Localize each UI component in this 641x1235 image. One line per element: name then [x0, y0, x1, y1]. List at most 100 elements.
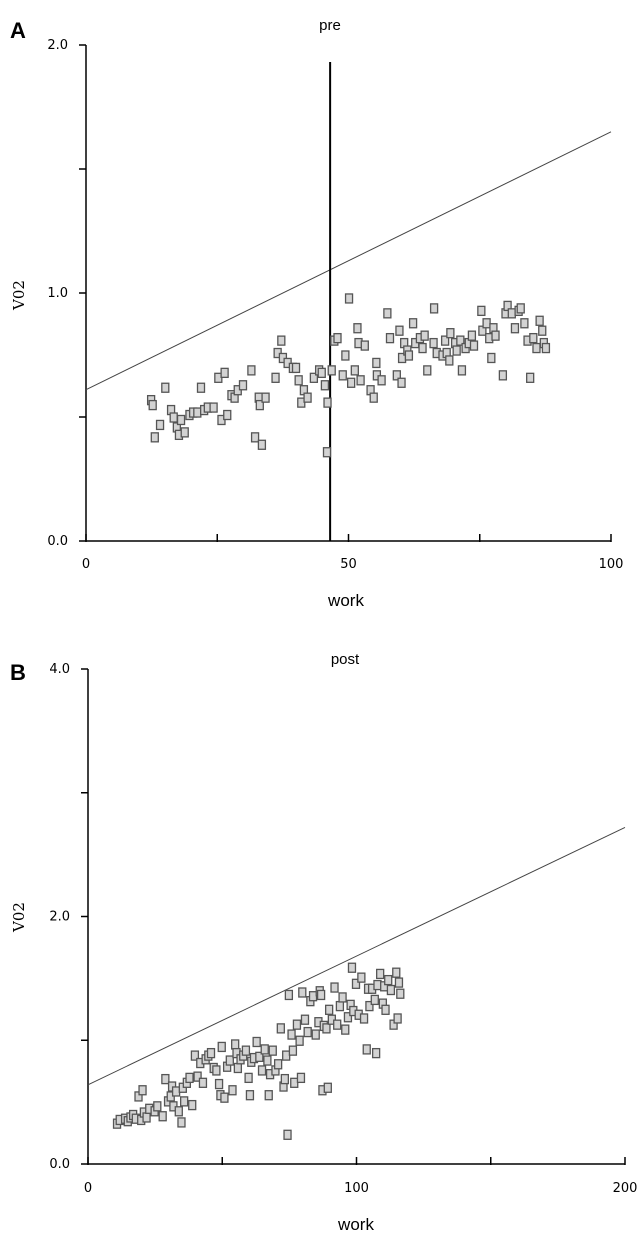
data-point — [322, 1023, 331, 1034]
data-point — [155, 419, 165, 431]
panel-letter: B — [10, 660, 26, 685]
data-point — [317, 367, 326, 379]
data-point — [482, 318, 491, 329]
data-point — [344, 293, 354, 304]
data-point — [196, 382, 206, 393]
data-point — [384, 974, 393, 986]
y-axis-label: V02 — [10, 902, 28, 933]
data-point — [491, 330, 500, 341]
data-point — [446, 328, 455, 339]
x-tick-label: 100 — [599, 557, 624, 572]
data-point — [353, 323, 362, 334]
y-tick-label: 1.0 — [47, 286, 68, 301]
x-axis-label: work — [327, 591, 364, 610]
data-point — [350, 365, 359, 376]
data-point — [223, 409, 232, 421]
data-point — [356, 375, 365, 386]
data-point — [303, 1026, 312, 1038]
data-point — [503, 300, 512, 312]
data-point — [142, 1112, 151, 1123]
data-point — [529, 332, 538, 344]
data-point — [343, 1012, 353, 1023]
data-point — [467, 330, 477, 341]
y-tick-label: 2.0 — [49, 910, 70, 925]
panel-letter: A — [10, 18, 26, 43]
data-point — [396, 988, 405, 999]
data-point — [538, 325, 547, 336]
data-point — [456, 335, 465, 346]
data-point — [277, 335, 286, 346]
data-point — [161, 1073, 170, 1085]
data-point — [188, 1099, 197, 1111]
data-point — [198, 1077, 208, 1088]
data-point — [247, 365, 256, 376]
data-point — [245, 1090, 255, 1101]
y-tick-label: 2.0 — [47, 38, 68, 53]
data-point — [153, 1101, 162, 1112]
data-point — [283, 1129, 292, 1140]
data-point — [176, 414, 186, 426]
data-point — [238, 380, 248, 391]
data-point — [214, 1078, 224, 1090]
reference-line — [87, 826, 626, 1086]
data-point — [212, 1065, 221, 1076]
data-point — [507, 308, 516, 319]
data-point — [357, 972, 366, 983]
data-point — [255, 399, 264, 411]
data-point — [292, 1019, 302, 1030]
data-point — [294, 375, 303, 386]
data-point — [316, 989, 326, 1001]
data-point — [308, 991, 318, 1002]
data-point — [423, 365, 432, 376]
data-point — [457, 365, 467, 376]
data-point — [287, 1029, 296, 1040]
data-point — [257, 1065, 267, 1076]
data-point — [541, 342, 551, 354]
data-point — [284, 989, 294, 1001]
data-point — [260, 1044, 269, 1055]
data-point — [393, 1013, 402, 1024]
data-point — [320, 380, 330, 391]
data-point — [291, 362, 301, 374]
data-point — [333, 1019, 342, 1030]
data-point — [298, 987, 307, 998]
data-point — [255, 1051, 264, 1062]
data-point — [335, 1000, 345, 1012]
data-point — [138, 1085, 147, 1096]
y-axis-label: V02 — [10, 280, 28, 311]
data-point — [418, 342, 427, 354]
chart-title: post — [331, 651, 360, 668]
data-point — [429, 303, 439, 314]
data-point — [469, 340, 479, 351]
data-point — [478, 325, 487, 336]
data-point — [296, 1072, 306, 1084]
data-point — [280, 1073, 289, 1085]
data-point — [185, 1072, 194, 1084]
data-point — [397, 377, 406, 388]
data-point — [252, 1036, 261, 1048]
data-point — [498, 370, 508, 381]
data-point — [288, 1045, 298, 1056]
data-point — [290, 1077, 299, 1088]
x-axis-label: work — [337, 1215, 374, 1234]
data-point — [309, 372, 319, 383]
data-point — [295, 1035, 304, 1046]
data-point — [263, 1055, 272, 1066]
data-point — [158, 1111, 167, 1122]
data-point — [220, 367, 229, 379]
data-point — [268, 1045, 277, 1056]
data-point — [180, 427, 189, 438]
x-tick-label: 50 — [340, 557, 357, 572]
data-point — [359, 1013, 369, 1024]
data-point — [228, 1085, 237, 1096]
data-point — [362, 1044, 371, 1055]
data-point — [369, 392, 378, 403]
data-point — [346, 377, 356, 388]
data-point — [381, 1004, 390, 1015]
data-point — [190, 1050, 200, 1061]
data-point — [225, 1055, 234, 1066]
data-point — [177, 1117, 186, 1128]
data-point — [271, 372, 280, 383]
